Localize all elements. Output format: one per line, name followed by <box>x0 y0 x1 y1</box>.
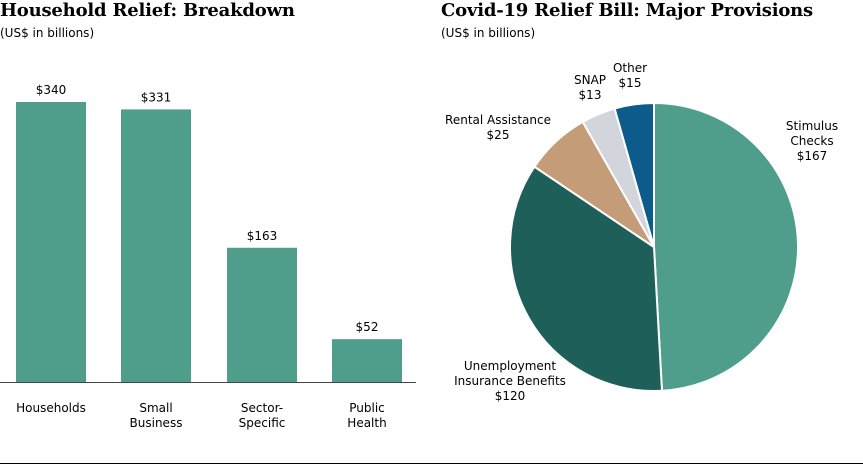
bar-category-label-line: Small <box>139 401 172 415</box>
pie-slice-label-line: Other <box>613 61 647 75</box>
bar-value-label: $331 <box>141 90 172 104</box>
bottom-divider <box>0 463 863 464</box>
bar <box>332 339 402 382</box>
bar-chart: $340 Households $331 Small Business $163 Secto… <box>0 83 416 430</box>
bar-category-label-line: Specific <box>239 416 286 430</box>
pie-slice <box>613 101 655 248</box>
bar-category-label: Small Business <box>130 401 183 430</box>
pie-chart-title: Covid-19 Relief Bill: Major Provisions <box>441 0 813 21</box>
bar-value-label: $52 <box>356 320 379 334</box>
bar-category-label-line: Sector- <box>241 401 283 415</box>
bar-category-label-line: Business <box>130 416 183 430</box>
pie-slice <box>653 101 800 392</box>
bar-category-label: Public Health <box>347 401 386 430</box>
pie-slice-label-line: $25 <box>487 128 510 142</box>
pie-slice-label-line: Unemployment <box>464 359 557 373</box>
pie-slice-label-line: $13 <box>579 88 602 102</box>
pie-chart-subtitle: (US$ in billions) <box>441 26 536 40</box>
bar-category-label-line: Public <box>349 401 385 415</box>
pie-slice-label: SNAP $13 <box>574 73 606 102</box>
pie-slice-label: Rental Assistance $25 <box>445 113 551 142</box>
pie-slice-label-line: SNAP <box>574 73 606 87</box>
pie-slice-label-line: Stimulus <box>786 119 838 133</box>
bar-category-label: Households <box>16 401 86 415</box>
pie-slice-label: Stimulus Checks $167 <box>786 119 838 163</box>
pie-slice-label-line: $15 <box>619 76 642 90</box>
pie-slice-label-line: Insurance Benefits <box>454 374 566 388</box>
bar <box>227 247 297 382</box>
bar-chart-title: Household Relief: Breakdown <box>0 0 295 21</box>
bar-category-label-line: Households <box>16 401 86 415</box>
pie-slice-label: Other $15 <box>613 61 647 90</box>
bar-value-label: $340 <box>36 83 67 97</box>
bar <box>16 102 86 382</box>
pie-slice-label-line: $167 <box>797 149 828 163</box>
bar <box>121 109 191 382</box>
bar-chart-subtitle: (US$ in billions) <box>0 26 95 40</box>
pie-slice-label-line: Rental Assistance <box>445 113 551 127</box>
bar-category-label-line: Health <box>347 416 386 430</box>
pie-slice <box>509 165 664 392</box>
pie-slice-label: Unemployment Insurance Benefits $120 <box>454 359 566 403</box>
bar-category-label: Sector-Specific <box>239 401 286 430</box>
bar-value-label: $163 <box>247 229 278 243</box>
pie-slice-label-line: Checks <box>790 134 833 148</box>
pie-slice-label-line: $120 <box>495 389 526 403</box>
